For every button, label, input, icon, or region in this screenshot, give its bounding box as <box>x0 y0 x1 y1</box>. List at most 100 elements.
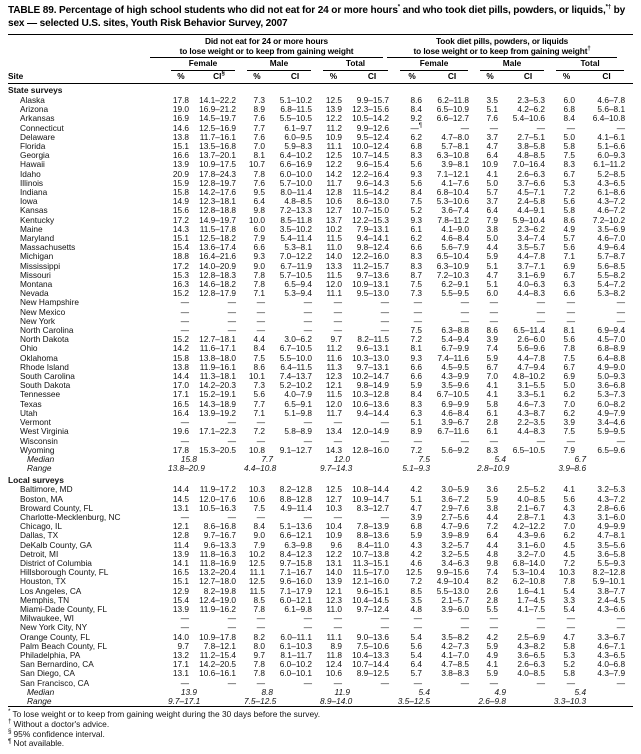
ci-value: 5.5–10.5 <box>279 113 312 124</box>
ci-value: 4.3–7.2 <box>597 196 626 207</box>
percent-value: 5.6 <box>563 334 576 345</box>
ci-value: — <box>380 325 390 336</box>
ci-value: 9.9–12.6 <box>356 122 390 133</box>
ci-value: 13.7–20.1 <box>199 150 236 161</box>
ci-value: — <box>380 297 390 308</box>
percent-value: 11.8 <box>326 649 342 660</box>
table-row: Philadelphia, PA 13.2 11.2–15.4 9.7 8.1–11.7… <box>8 649 633 660</box>
percent-value: — <box>256 622 265 633</box>
site-name: North Dakota <box>20 334 69 345</box>
site-name: Delaware <box>20 131 56 142</box>
site-name: Florida <box>20 141 46 151</box>
percent-value: — <box>566 435 576 446</box>
ci-value: 9.7–13.6 <box>356 269 390 280</box>
percent-value: — <box>180 325 189 336</box>
column-group-no-eat: Did not eat for 24 or more hours to lose… <box>150 35 397 59</box>
site-name: District of Columbia <box>20 557 92 568</box>
table-row: Median 15.8 7.7 12.0 7.5 5.4 6.7 <box>8 453 633 464</box>
site-name: Miami-Dade County, FL <box>20 603 107 614</box>
percent-value: — <box>180 417 189 428</box>
percent-value: 5.6 <box>563 493 576 504</box>
percent-value: — <box>333 315 342 326</box>
percent-value: 5.9 <box>486 640 499 651</box>
subheader-total-noeat: Total <box>320 58 397 71</box>
ci-value: 2.8–6.6 <box>597 502 626 513</box>
subheader-total-dietpills: Total <box>553 58 633 71</box>
percent-value: — <box>333 325 342 336</box>
table-row: South Carolina 14.4 11.3–18.1 10.1 7.4–13.7 1… <box>8 371 633 382</box>
ci-value: 6.7–11.9 <box>280 260 312 271</box>
ci-value: 5.7–10.0 <box>279 177 312 188</box>
ci-column-header: CI <box>580 70 634 84</box>
site-name: Vermont <box>20 417 51 428</box>
percent-value: 7.8 <box>563 343 576 354</box>
percent-value: 14.0 <box>325 251 342 262</box>
percent-value: 13.1 <box>172 502 189 513</box>
percent-value: — <box>333 677 342 688</box>
table-row: Milwaukee, WI — — — — — — — — — — — — <box>8 613 633 623</box>
percent-value: 5.1 <box>486 279 499 290</box>
ci-value: 5.6–9.6 <box>517 343 546 354</box>
ci-value: 10.8–14.4 <box>352 484 390 495</box>
ci-value: 11.6–17.1 <box>199 343 236 354</box>
summary-value: 9.7–14.3 <box>320 463 353 474</box>
ci-value: 4.7–8.5 <box>441 659 470 670</box>
ci-value: 4.0–6.8 <box>597 659 626 670</box>
percent-value: 4.5 <box>563 548 576 559</box>
ci-value: 11.9–16.1 <box>199 361 236 372</box>
percent-value: 13.8 <box>172 131 189 142</box>
percent-value: 7.8 <box>253 269 265 280</box>
table-header: Did not eat for 24 or more hours to lose… <box>8 35 634 84</box>
ci-value: 3.5–10.2 <box>279 223 312 234</box>
percent-value: 9.8 <box>253 205 265 216</box>
percent-value: 5.6 <box>410 177 423 188</box>
ci-value: 6.7–10.5 <box>436 389 470 400</box>
percent-value: 5.8 <box>563 205 576 216</box>
percent-value: 7.5 <box>253 352 265 363</box>
site-name: San Francisco, CA <box>20 677 90 688</box>
percent-value: 17.8 <box>172 444 189 455</box>
percent-value: 16.9 <box>172 113 189 124</box>
summary-value: 7.5 <box>418 453 431 464</box>
ci-value: — <box>227 435 236 446</box>
site-name: Wyoming <box>20 444 55 455</box>
site-name: Hawaii <box>20 159 45 170</box>
percent-value: 6.4 <box>410 659 423 670</box>
percent-value: 7.1 <box>563 251 576 262</box>
percent-value: 10.9 <box>481 159 499 170</box>
site-name: Hillsborough County, FL <box>20 567 109 578</box>
table-row: Palm Beach County, FL 9.7 7.8–12.1 8.0 6.1–1… <box>8 640 633 651</box>
percent-value: 12.8 <box>172 530 189 541</box>
percent-value: 8.3 <box>410 260 423 271</box>
percent-value: 5.6 <box>563 242 576 253</box>
percent-value: 12.2 <box>325 548 342 559</box>
percent-value: 17.1 <box>172 659 189 670</box>
percent-value: 6.0 <box>253 223 265 234</box>
site-name: New Hampshire <box>20 297 80 308</box>
percent-value: 7.8 <box>253 279 265 290</box>
ci-value: 3.3–5.1 <box>517 389 546 400</box>
ci-value: 7.4–13.7 <box>279 371 312 382</box>
table-row: West Virginia 19.6 17.1–22.3 7.2 5.8–8.9 13.4… <box>8 427 633 436</box>
site-name: Connecticut <box>20 122 64 133</box>
footnote-text: Without a doctor's advice. <box>13 718 110 729</box>
percent-value: 9.2 <box>410 113 423 124</box>
site-name: Maryland <box>20 233 55 244</box>
percent-value: — <box>413 306 423 317</box>
percent-value: — <box>489 435 499 446</box>
percent-value: 4.4 <box>253 334 265 345</box>
percent-value: 3.8 <box>486 502 499 513</box>
ci-value: 9.8–12.4 <box>356 242 390 253</box>
ci-value: 1.7–4.5 <box>517 594 546 605</box>
percent-value: 5.1 <box>410 417 423 428</box>
percent-value: 15.1 <box>172 141 189 151</box>
percent-column-header: % <box>244 70 270 84</box>
percent-value: 5.8 <box>563 668 576 679</box>
percent-value: 4.2 <box>486 631 499 642</box>
table-row: Maine 14.3 11.5–17.8 6.0 3.5–10.2 10.2 7.9–13.… <box>8 223 633 234</box>
summary-value: 2.8–10.9 <box>477 463 510 474</box>
percent-value: 4.7 <box>563 631 576 642</box>
ci-value: 5.2–8.5 <box>597 168 626 179</box>
ci-value: 4.9–9.0 <box>597 361 626 372</box>
percent-value: 15.2 <box>172 288 189 299</box>
